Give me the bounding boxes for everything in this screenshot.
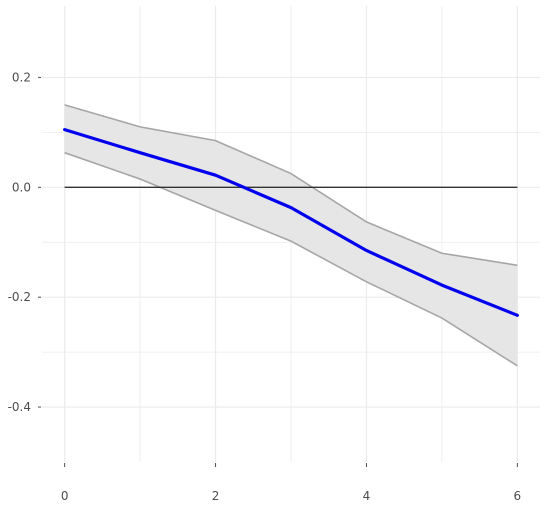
y-tick-label: -0.4 [8,400,31,414]
upper-bound-line [64,104,518,267]
x-axis: 0 2 4 6 [61,463,521,503]
series-layer [63,128,519,317]
x-tick-label: 2 [212,489,220,503]
confidence-band [64,104,518,367]
x-tick-label: 0 [61,489,69,503]
lower-bound-line [64,151,518,367]
x-tick-label: 6 [514,489,522,503]
series-line [63,128,519,317]
confidence-band-area [64,104,518,366]
y-tick-label: 0.0 [12,180,31,194]
y-tick-label: -0.2 [8,290,31,304]
x-tick-label: 4 [363,489,371,503]
y-axis: 0.2 0.0 -0.2 -0.4 [8,70,41,414]
y-tick-label: 0.2 [12,70,31,84]
